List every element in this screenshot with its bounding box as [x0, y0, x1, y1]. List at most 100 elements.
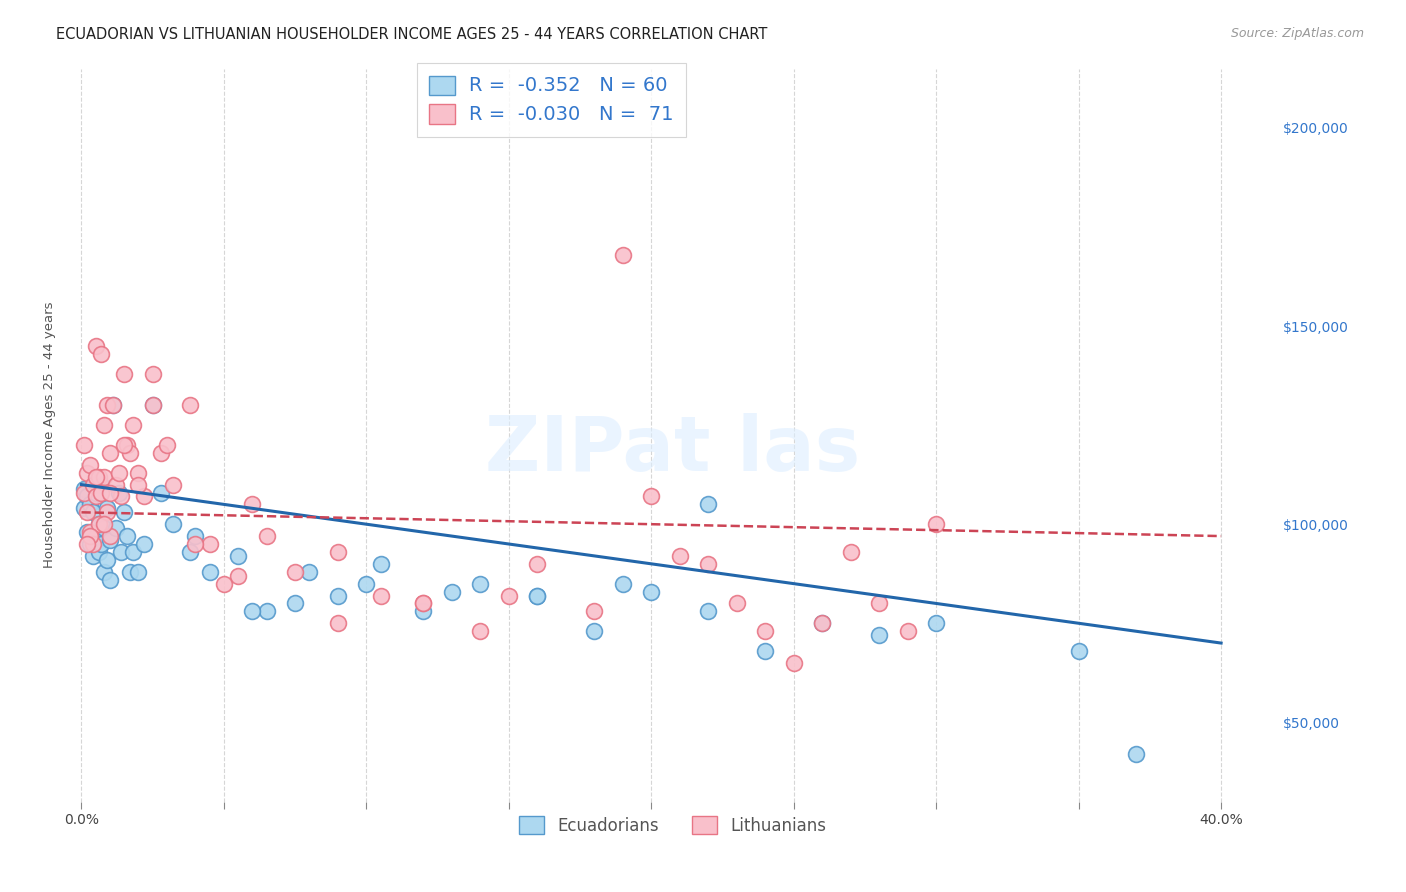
Point: [526, 557, 548, 571]
Point: [84, 339, 107, 353]
Point: [118, 446, 141, 460]
Point: [640, 584, 662, 599]
Text: ECUADORIAN VS LITHUANIAN HOUSEHOLDER INCOME AGES 25 - 44 YEARS CORRELATION CHART: ECUADORIAN VS LITHUANIAN HOUSEHOLDER INC…: [56, 27, 768, 42]
Point: [98, 529, 121, 543]
Text: ZIPat las: ZIPat las: [485, 413, 860, 487]
Text: Source: ZipAtlas.com: Source: ZipAtlas.com: [1230, 27, 1364, 40]
Point: [134, 490, 156, 504]
Point: [101, 398, 124, 412]
Point: [754, 644, 776, 658]
Point: [87, 517, 110, 532]
Point: [925, 517, 948, 532]
Point: [326, 589, 349, 603]
Point: [84, 529, 107, 543]
Point: [98, 573, 121, 587]
Point: [87, 517, 110, 532]
Point: [115, 529, 138, 543]
Point: [242, 604, 264, 618]
Point: [198, 565, 221, 579]
Point: [284, 597, 307, 611]
Point: [1067, 644, 1090, 658]
Point: [370, 589, 392, 603]
Point: [412, 597, 434, 611]
Point: [370, 557, 392, 571]
Point: [84, 469, 107, 483]
Point: [90, 347, 112, 361]
Point: [226, 568, 249, 582]
Point: [150, 485, 173, 500]
Point: [90, 485, 112, 500]
Point: [1125, 747, 1147, 761]
Point: [925, 616, 948, 631]
Point: [526, 589, 548, 603]
Point: [76, 537, 98, 551]
Point: [112, 438, 135, 452]
Point: [96, 501, 118, 516]
Point: [76, 490, 98, 504]
Point: [104, 521, 127, 535]
Point: [82, 537, 104, 551]
Point: [156, 438, 179, 452]
Point: [82, 477, 104, 491]
Point: [470, 624, 492, 639]
Point: [897, 624, 920, 639]
Point: [98, 485, 121, 500]
Point: [76, 505, 98, 519]
Point: [697, 557, 720, 571]
Point: [134, 537, 156, 551]
Point: [412, 597, 434, 611]
Point: [79, 525, 101, 540]
Point: [73, 482, 96, 496]
Point: [79, 497, 101, 511]
Point: [284, 565, 307, 579]
Point: [93, 469, 115, 483]
Point: [121, 545, 143, 559]
Point: [127, 565, 149, 579]
Point: [612, 248, 634, 262]
Point: [226, 549, 249, 563]
Point: [697, 604, 720, 618]
Point: [811, 616, 834, 631]
Point: [110, 490, 132, 504]
Point: [96, 553, 118, 567]
Point: [73, 438, 96, 452]
Point: [79, 537, 101, 551]
Point: [326, 616, 349, 631]
Point: [142, 398, 165, 412]
Point: [184, 537, 207, 551]
Point: [84, 485, 107, 500]
Point: [73, 485, 96, 500]
Point: [93, 517, 115, 532]
Point: [142, 398, 165, 412]
Point: [440, 584, 463, 599]
Point: [127, 477, 149, 491]
Point: [79, 458, 101, 472]
Point: [612, 576, 634, 591]
Point: [87, 545, 110, 559]
Point: [298, 565, 321, 579]
Point: [90, 537, 112, 551]
Point: [90, 477, 112, 491]
Point: [87, 469, 110, 483]
Point: [76, 466, 98, 480]
Point: [150, 446, 173, 460]
Point: [725, 597, 748, 611]
Point: [356, 576, 378, 591]
Point: [110, 545, 132, 559]
Point: [697, 497, 720, 511]
Point: [526, 589, 548, 603]
Point: [179, 545, 201, 559]
Point: [93, 565, 115, 579]
Point: [256, 529, 278, 543]
Point: [498, 589, 520, 603]
Point: [98, 533, 121, 547]
Point: [162, 517, 184, 532]
Point: [104, 477, 127, 491]
Point: [96, 398, 118, 412]
Point: [93, 521, 115, 535]
Point: [101, 398, 124, 412]
Point: [640, 490, 662, 504]
Point: [212, 576, 235, 591]
Point: [96, 505, 118, 519]
Point: [82, 505, 104, 519]
